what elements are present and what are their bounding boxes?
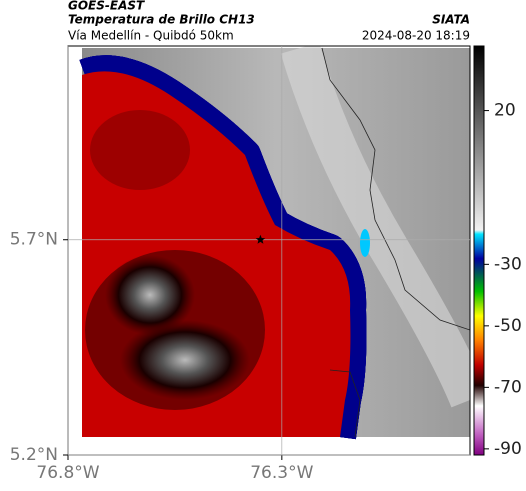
satellite-image: [82, 46, 470, 437]
title: Temperatura de Brillo CH13: [68, 13, 255, 27]
subtitle: Vía Medellín - Quibdó 50km: [68, 29, 234, 43]
datetime: 2024-08-20 18:19: [362, 29, 470, 43]
product: GOES-EAST: [68, 0, 145, 13]
x-tick-label: 76.3°W: [250, 463, 313, 483]
colorbar-tick-label: -70: [494, 377, 522, 397]
colorbar-tick-label: -30: [494, 254, 522, 274]
y-tick-label: 5.2°N: [10, 445, 58, 465]
colorbar-tick-label: -50: [494, 316, 522, 336]
x-tick-label: 76.8°W: [36, 463, 99, 483]
colorbar: [473, 45, 485, 456]
y-tick-label: 5.7°N: [10, 230, 58, 250]
location-marker: [255, 234, 266, 244]
source: SIATA: [432, 13, 470, 27]
colorbar-tick-label: -90: [494, 439, 522, 459]
colorbar-tick-label: 20: [494, 101, 516, 121]
